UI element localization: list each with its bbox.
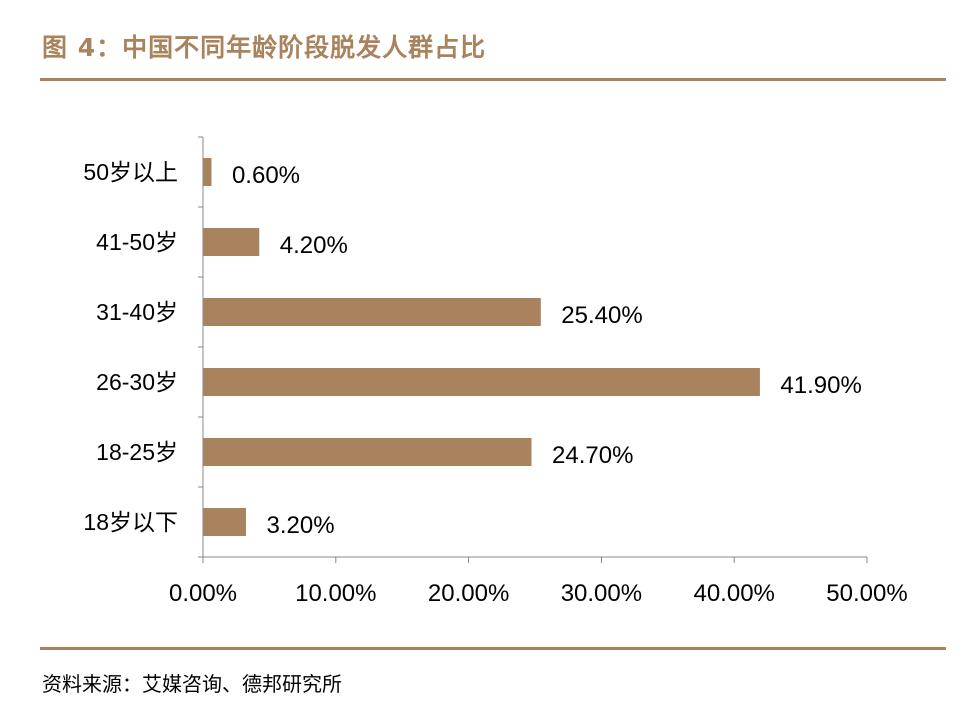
value-label: 0.60%	[232, 162, 300, 189]
source-note: 资料来源：艾媒咨询、德邦研究所	[42, 672, 342, 696]
bottom-rule	[40, 647, 946, 650]
bar	[203, 438, 532, 466]
value-label: 3.20%	[266, 512, 334, 539]
x-tick-label: 50.00%	[826, 580, 907, 607]
value-label: 25.40%	[561, 302, 642, 329]
x-tick-label: 20.00%	[428, 580, 509, 607]
bar	[203, 368, 760, 396]
bar	[203, 298, 541, 326]
chart-bars	[203, 158, 760, 536]
value-label: 41.90%	[780, 372, 861, 399]
top-rule	[40, 78, 946, 81]
x-tick-label: 10.00%	[295, 580, 376, 607]
x-tick-label: 0.00%	[169, 580, 237, 607]
chart-axes	[198, 136, 868, 563]
category-label: 31-40岁	[96, 299, 178, 325]
category-label: 50岁以上	[83, 159, 178, 185]
category-label: 41-50岁	[96, 229, 178, 255]
chart-labels: 0.00% 10.00% 20.00% 30.00% 40.00% 50.00% 50岁以上…	[83, 159, 907, 607]
value-label: 24.70%	[552, 442, 633, 469]
x-tick-label: 40.00%	[693, 580, 774, 607]
category-label: 26-30岁	[96, 369, 178, 395]
figure-title: 图 4：中国不同年龄阶段脱发人群占比	[42, 33, 487, 62]
x-tick-label: 30.00%	[561, 580, 642, 607]
value-label: 4.20%	[280, 232, 348, 259]
category-label: 18-25岁	[96, 439, 178, 465]
bar	[203, 508, 246, 536]
bar	[203, 158, 212, 186]
bar	[203, 228, 260, 256]
category-label: 18岁以下	[83, 509, 178, 535]
